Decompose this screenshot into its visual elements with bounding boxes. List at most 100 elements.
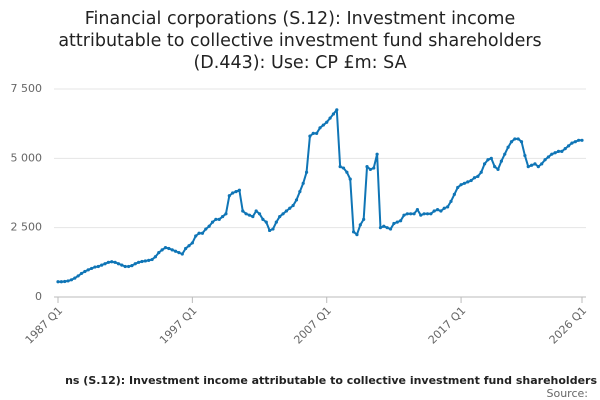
data-point [546,155,551,159]
data-point [56,280,60,284]
data-point [73,276,77,280]
data-point [536,165,540,169]
data-point [409,212,413,216]
data-point [419,213,423,217]
data-point [79,271,84,276]
data-point [523,153,527,158]
data-point [200,231,205,235]
data-point [103,262,107,266]
data-point [281,212,285,216]
data-point [63,279,67,284]
data-point [160,248,164,252]
data-point [533,162,537,166]
y-tick-label: 7 500 [11,82,43,95]
data-point [459,183,463,187]
data-point [355,233,359,237]
data-point [190,241,194,245]
data-point [472,176,477,180]
data-point [372,166,376,170]
data-point [425,212,430,216]
data-point [66,279,70,283]
data-point [133,262,137,266]
data-point [150,257,154,262]
data-point [96,264,100,269]
data-point [402,213,406,217]
data-point [59,280,63,284]
data-line [58,108,582,283]
data-point [318,126,322,130]
data-point [268,228,272,233]
data-point [93,265,97,269]
data-point [577,138,581,142]
chart-title: Financial corporations (S.12): Investmen… [85,9,516,29]
data-point [110,260,114,264]
data-point [177,251,181,255]
y-tick-label: 5 000 [11,151,43,164]
data-point [130,264,134,268]
data-point [570,141,574,145]
data-point [325,120,329,124]
data-point [351,230,356,234]
data-point [301,181,305,185]
data-point [486,158,490,162]
data-point [462,181,467,185]
data-point [422,212,426,216]
x-tick-label: 2007 Q1 [291,304,334,347]
data-point [69,278,74,282]
data-point [207,224,211,228]
data-point [543,158,547,162]
data-point [244,212,248,216]
data-point [476,174,480,178]
data-point [257,212,262,216]
data-point [392,221,396,226]
data-point [530,163,534,167]
data-point [388,227,393,231]
data-point [345,170,349,174]
data-point [86,268,90,272]
data-point [452,192,456,196]
data-point [278,214,282,219]
data-point [456,185,460,190]
data-point [170,248,174,252]
data-point [167,246,171,251]
data-point [204,227,208,231]
data-point [298,190,302,194]
x-tick-label: 2026 Q1 [547,304,590,347]
data-point [479,170,483,174]
data-point [439,209,443,213]
y-tick-label: 2 500 [11,221,43,234]
data-point [153,255,158,259]
x-tick-label: 1997 Q1 [157,304,200,347]
data-point [540,162,544,166]
data-point [321,123,325,127]
data-point [506,145,510,149]
data-point [123,264,127,269]
data-point [519,140,524,144]
data-point [496,167,500,172]
chart-title: attributable to collective investment fu… [58,31,541,51]
data-point [180,252,184,256]
x-tick-label: 2017 Q1 [426,304,469,347]
data-point [113,260,117,264]
data-point [116,262,121,266]
data-point [83,269,87,274]
data-point [573,140,577,144]
data-point [375,152,379,156]
data-point [254,209,258,213]
data-point [432,209,436,213]
data-point [526,165,530,169]
data-point [163,246,168,250]
data-point [173,249,178,253]
data-point [143,259,147,263]
chart-title: (D.443): Use: CP £m: SA [193,53,406,73]
data-point [553,151,557,155]
data-point [560,149,564,153]
data-point [241,209,245,213]
data-point [399,219,403,223]
data-point [237,188,241,192]
data-point [194,234,198,238]
data-point [365,165,369,169]
data-point [184,246,188,251]
data-point [308,134,312,138]
